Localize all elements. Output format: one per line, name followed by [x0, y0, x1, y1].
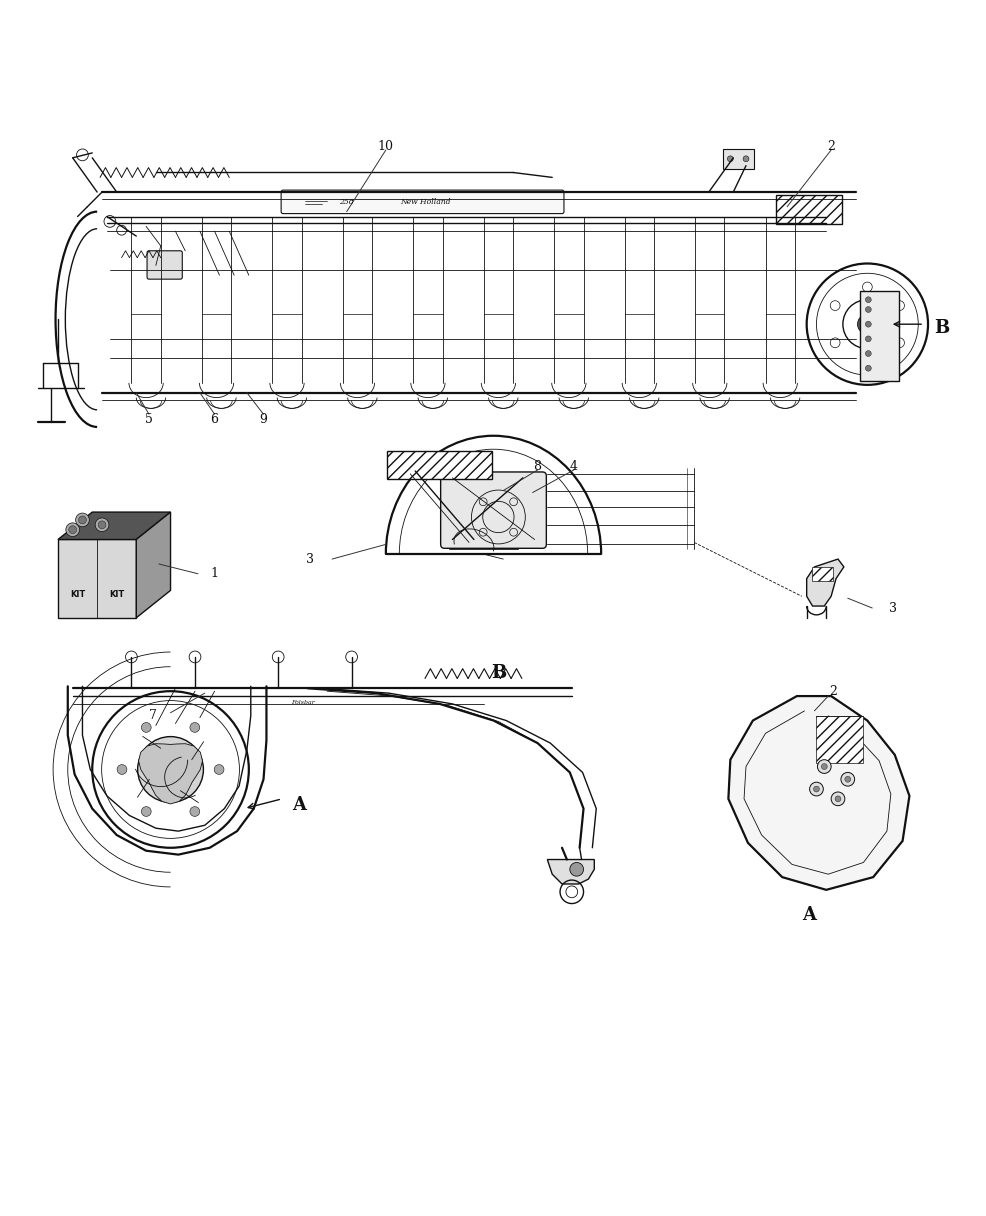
Circle shape — [98, 520, 106, 529]
Circle shape — [865, 306, 871, 313]
Text: 7: 7 — [149, 709, 157, 722]
Text: 1: 1 — [210, 567, 218, 580]
Circle shape — [816, 760, 830, 773]
Polygon shape — [136, 512, 171, 618]
Circle shape — [76, 513, 89, 527]
FancyBboxPatch shape — [776, 195, 841, 225]
Text: 258: 258 — [339, 198, 354, 206]
FancyBboxPatch shape — [722, 150, 753, 169]
Circle shape — [742, 156, 748, 162]
Circle shape — [66, 523, 80, 536]
Polygon shape — [728, 696, 908, 890]
Circle shape — [727, 156, 733, 162]
FancyBboxPatch shape — [147, 250, 182, 280]
FancyBboxPatch shape — [815, 716, 863, 762]
Circle shape — [117, 765, 127, 775]
Circle shape — [844, 776, 850, 782]
Circle shape — [137, 737, 203, 803]
Circle shape — [865, 365, 871, 371]
Text: New Holland: New Holland — [399, 198, 450, 206]
FancyBboxPatch shape — [859, 291, 898, 381]
Text: 3: 3 — [888, 602, 896, 614]
Circle shape — [840, 772, 854, 786]
Circle shape — [214, 765, 224, 775]
Text: 3: 3 — [306, 552, 314, 565]
Circle shape — [160, 759, 181, 781]
Text: 2: 2 — [826, 140, 834, 152]
Text: 4: 4 — [569, 460, 577, 473]
Circle shape — [141, 806, 151, 816]
FancyBboxPatch shape — [810, 567, 832, 580]
Circle shape — [834, 796, 840, 801]
Polygon shape — [138, 744, 202, 804]
Circle shape — [141, 722, 151, 732]
Text: Folsbar: Folsbar — [291, 700, 315, 705]
Text: 2: 2 — [828, 685, 836, 698]
Circle shape — [857, 315, 877, 334]
Circle shape — [569, 862, 583, 877]
Polygon shape — [58, 512, 171, 540]
Circle shape — [812, 786, 818, 792]
Circle shape — [865, 350, 871, 356]
Text: B: B — [490, 664, 506, 682]
Text: B: B — [933, 319, 949, 337]
Polygon shape — [547, 860, 594, 884]
Text: A: A — [292, 795, 306, 814]
Text: A: A — [801, 906, 814, 924]
Circle shape — [820, 764, 826, 770]
Circle shape — [865, 321, 871, 327]
Circle shape — [79, 516, 87, 524]
Polygon shape — [58, 540, 136, 618]
Circle shape — [149, 748, 192, 792]
Polygon shape — [806, 559, 843, 606]
Text: 9: 9 — [259, 412, 267, 426]
FancyBboxPatch shape — [281, 190, 563, 214]
Text: 8: 8 — [533, 460, 541, 473]
Circle shape — [95, 518, 108, 531]
Circle shape — [69, 525, 77, 534]
Text: 6: 6 — [210, 412, 218, 426]
Text: 5: 5 — [145, 412, 153, 426]
FancyBboxPatch shape — [440, 472, 546, 548]
Circle shape — [189, 806, 199, 816]
Circle shape — [189, 722, 199, 732]
Text: KIT: KIT — [70, 590, 85, 598]
Circle shape — [830, 792, 844, 806]
Circle shape — [809, 782, 822, 796]
Circle shape — [865, 297, 871, 303]
FancyBboxPatch shape — [387, 451, 491, 479]
Circle shape — [865, 336, 871, 342]
Text: KIT: KIT — [109, 590, 124, 598]
Text: 10: 10 — [378, 140, 393, 152]
